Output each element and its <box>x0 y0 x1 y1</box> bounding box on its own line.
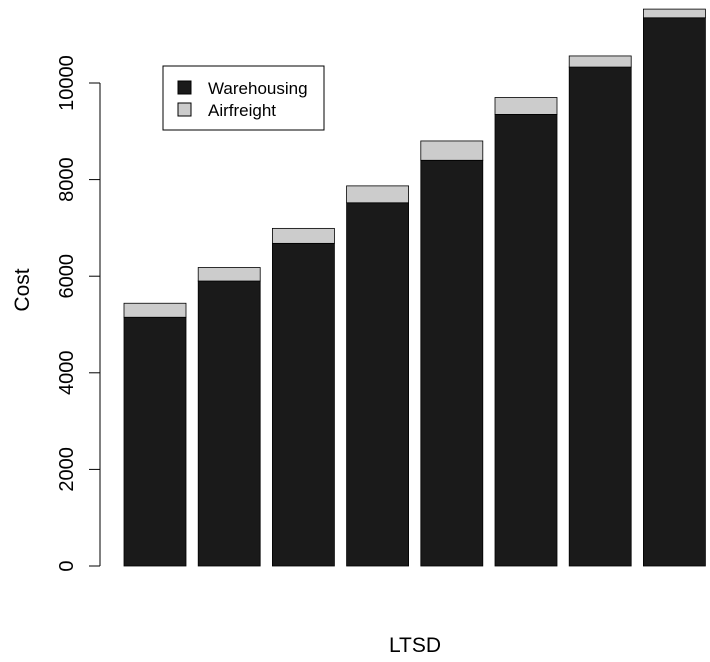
bar-airfreight-2 <box>197 267 261 282</box>
bar-warehousing-5 <box>420 159 484 567</box>
bar-airfreight-3 <box>271 227 335 244</box>
y-tick-label: 6000 <box>56 254 78 299</box>
bar-warehousing-7 <box>568 66 632 567</box>
bar-airfreight-7 <box>568 55 632 68</box>
legend-swatch-airfreight <box>177 102 192 117</box>
y-tick-label: 0 <box>56 560 78 571</box>
legend-label-airfreight: Airfreight <box>208 101 276 120</box>
bar-warehousing-1 <box>123 316 187 567</box>
bar-airfreight-1 <box>123 302 187 318</box>
legend-label-warehousing: Warehousing <box>208 79 308 98</box>
bar-warehousing-2 <box>197 280 261 567</box>
bar-group <box>123 8 706 567</box>
legend: Warehousing Airfreight <box>162 65 325 131</box>
bar-airfreight-4 <box>346 185 410 204</box>
bar-warehousing-4 <box>346 202 410 567</box>
bar-warehousing-8 <box>643 17 706 567</box>
y-tick-label: 8000 <box>56 157 78 202</box>
y-tick-label: 10000 <box>56 55 78 111</box>
legend-swatch-warehousing <box>177 80 192 95</box>
y-axis-title: Cost <box>11 268 34 311</box>
bar-airfreight-8 <box>643 8 706 19</box>
y-axis: 0 2000 4000 6000 8000 10000 <box>56 55 101 572</box>
bar-warehousing-3 <box>271 242 335 567</box>
y-tick-label: 2000 <box>56 447 78 492</box>
bar-warehousing-6 <box>494 113 558 567</box>
bar-airfreight-5 <box>420 140 484 161</box>
y-tick-label: 4000 <box>56 351 78 396</box>
bar-airfreight-6 <box>494 97 558 115</box>
x-axis-title: LTSD <box>389 634 441 657</box>
legend-box <box>162 65 325 131</box>
